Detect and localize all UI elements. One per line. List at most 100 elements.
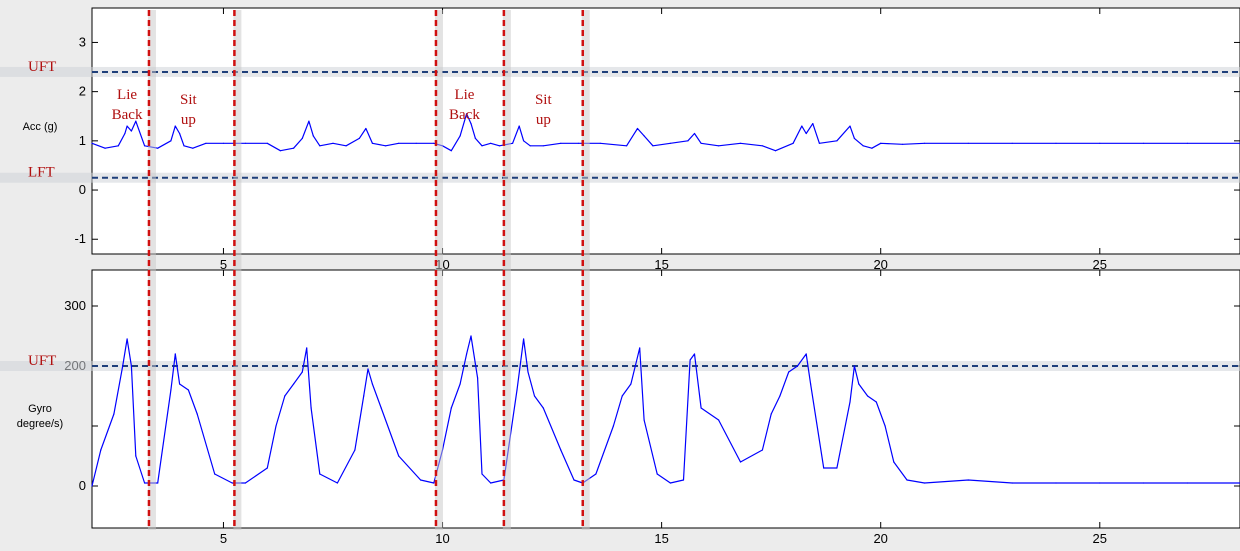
data-point bbox=[884, 425, 886, 427]
data-point bbox=[117, 145, 119, 147]
data-point bbox=[474, 137, 476, 139]
data-point bbox=[358, 137, 360, 139]
data-point bbox=[470, 123, 472, 125]
data-point bbox=[906, 479, 908, 481]
data-point bbox=[788, 371, 790, 373]
data-point bbox=[319, 473, 321, 475]
data-point bbox=[560, 449, 562, 451]
x-tick-label: 10 bbox=[435, 531, 449, 546]
data-point bbox=[682, 479, 685, 481]
data-point bbox=[652, 145, 654, 147]
phase-annotation: up bbox=[536, 112, 551, 128]
data-point bbox=[836, 467, 838, 469]
data-point bbox=[693, 132, 696, 135]
phase-annotation: Sit bbox=[180, 92, 198, 108]
data-point bbox=[433, 142, 435, 144]
x-tick-label: 20 bbox=[873, 531, 887, 546]
data-point bbox=[385, 145, 387, 147]
data-point bbox=[157, 482, 159, 484]
plot-area bbox=[91, 7, 1240, 255]
data-point bbox=[875, 401, 877, 403]
data-point bbox=[542, 407, 544, 409]
data-point bbox=[700, 407, 702, 409]
data-point bbox=[636, 127, 639, 130]
data-point bbox=[367, 368, 369, 370]
data-point bbox=[792, 142, 794, 144]
data-point bbox=[599, 142, 601, 144]
y-axis-label: Acc (g) bbox=[23, 121, 58, 133]
phase-annotation: Lie bbox=[454, 87, 474, 103]
data-point bbox=[174, 353, 176, 355]
data-point bbox=[774, 150, 777, 152]
data-point bbox=[498, 145, 501, 147]
data-point bbox=[275, 425, 277, 427]
phase-annotation: Back bbox=[112, 107, 143, 123]
data-point bbox=[157, 147, 159, 149]
x-tick-label: 15 bbox=[654, 531, 668, 546]
data-point bbox=[477, 377, 479, 379]
data-point bbox=[371, 142, 373, 144]
data-point bbox=[573, 479, 575, 481]
data-point bbox=[126, 338, 128, 340]
data-point bbox=[170, 389, 172, 391]
threshold-shadow bbox=[0, 361, 1240, 371]
y-tick-label: 1 bbox=[79, 133, 86, 148]
data-point bbox=[466, 353, 468, 355]
data-point bbox=[490, 142, 492, 144]
phase-annotation: Sit bbox=[535, 92, 553, 108]
y-tick-label: -1 bbox=[74, 231, 86, 246]
data-point bbox=[214, 473, 216, 475]
data-point bbox=[805, 353, 807, 355]
data-point bbox=[818, 142, 821, 144]
data-point bbox=[516, 389, 518, 391]
data-point bbox=[1011, 142, 1013, 144]
data-point bbox=[450, 150, 452, 152]
y-tick-label: 0 bbox=[79, 182, 86, 197]
data-point bbox=[718, 145, 720, 147]
data-point bbox=[577, 142, 580, 144]
data-point bbox=[621, 395, 623, 397]
data-point bbox=[293, 383, 295, 385]
data-point bbox=[533, 395, 536, 397]
data-point bbox=[893, 461, 895, 463]
data-point bbox=[332, 142, 334, 144]
data-point bbox=[656, 473, 658, 475]
data-point bbox=[415, 142, 417, 144]
data-point bbox=[542, 145, 544, 147]
phase-marker-overlay bbox=[147, 10, 590, 530]
data-point bbox=[301, 371, 303, 373]
data-point bbox=[739, 461, 742, 463]
data-point bbox=[308, 120, 310, 122]
phase-marker-shadow bbox=[502, 10, 511, 530]
data-point bbox=[293, 147, 295, 149]
data-point bbox=[130, 365, 132, 367]
data-point bbox=[433, 482, 435, 484]
data-point bbox=[812, 123, 814, 125]
data-point bbox=[902, 143, 904, 145]
data-point bbox=[371, 383, 373, 385]
data-point bbox=[336, 482, 338, 484]
data-point bbox=[1011, 482, 1013, 484]
data-point bbox=[687, 140, 689, 142]
data-point bbox=[481, 473, 483, 475]
data-point bbox=[739, 142, 742, 144]
threshold-label: UFT bbox=[28, 59, 56, 75]
data-point bbox=[1099, 482, 1101, 484]
data-point bbox=[770, 413, 772, 415]
data-point bbox=[801, 125, 803, 127]
y-tick-label: 2 bbox=[79, 84, 86, 99]
data-point bbox=[187, 389, 189, 391]
acc-panel: Acc (g)510152025-10123UFTLFTLieBackSitup… bbox=[0, 7, 1240, 272]
plot-area bbox=[91, 269, 1240, 529]
data-point bbox=[880, 142, 882, 144]
data-point bbox=[796, 365, 799, 367]
series-line bbox=[91, 113, 1240, 152]
data-point bbox=[669, 482, 672, 484]
data-point bbox=[1055, 142, 1057, 144]
data-point bbox=[700, 142, 702, 144]
data-point bbox=[858, 383, 860, 385]
data-point bbox=[244, 482, 246, 484]
data-point bbox=[761, 449, 764, 451]
